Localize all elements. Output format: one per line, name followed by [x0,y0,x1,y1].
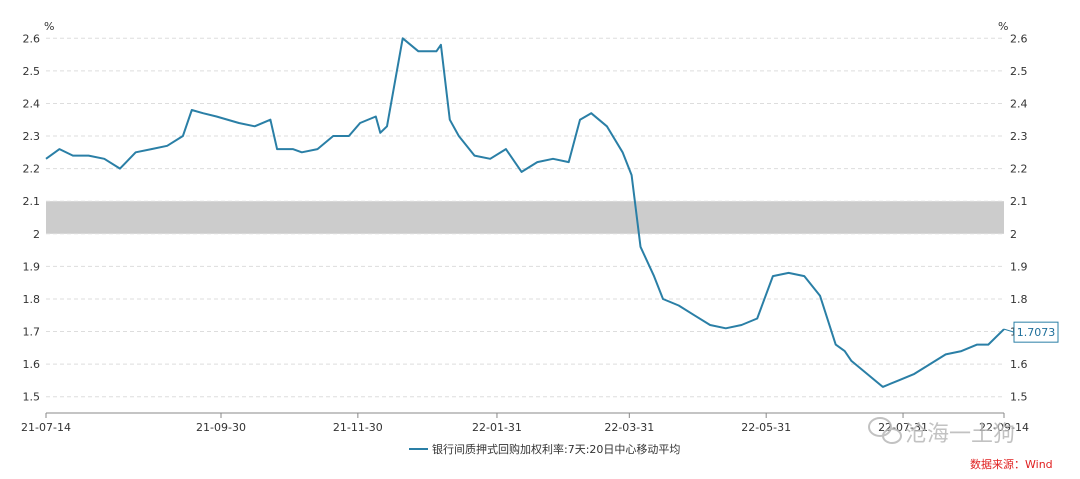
x-tick-label: 22-09-14 [979,421,1029,434]
y-tick-label-right: 1.5 [1010,391,1028,404]
watermark-text: 沧海一土狗 [905,422,1015,447]
y-tick-label-left: 2 [33,228,40,241]
watermark: 沧海一土狗 [868,417,1015,447]
x-tick-label: 22-01-31 [472,421,522,434]
y-tick-label-left: 2.6 [23,32,41,45]
x-tick-label: 22-05-31 [741,421,791,434]
x-tick-label: 21-11-30 [333,421,383,434]
y-tick-label-right: 2.3 [1010,130,1028,143]
shaded-band [46,201,1004,234]
callout-box [1013,321,1059,343]
x-tick-label: 21-07-14 [21,421,71,434]
last-value-label: 1.7073 [1017,326,1056,339]
y-tick-label-right: 1.6 [1010,358,1028,371]
y-tick-label-right: 1.9 [1010,260,1028,273]
y-tick-label-left: 2.2 [23,163,41,176]
legend-label: 银行间质押式回购加权利率:7天:20日中心移动平均 [432,442,680,456]
y-tick-label-right: 2.4 [1010,97,1028,110]
y-tick-label-left: 2.5 [23,65,41,78]
y-tick-label-left: 1.7 [23,326,41,339]
x-tick-label: 22-03-31 [604,421,654,434]
y-tick-label-left: 2.3 [23,130,41,143]
source-note: 数据来源：Wind [970,457,1053,471]
y-unit-left: % [44,20,54,33]
y-tick-label-right: 2.6 [1010,32,1028,45]
y-tick-label-right: 2.1 [1010,195,1028,208]
y-unit-right: % [998,20,1008,33]
y-tick-label-left: 2.1 [23,195,41,208]
y-tick-label-left: 1.5 [23,391,41,404]
y-tick-label-left: 2.4 [23,97,41,110]
y-tick-label-left: 1.9 [23,260,41,273]
series-line [45,37,1005,388]
y-tick-label-right: 1.8 [1010,293,1028,306]
wechat-icon [868,417,902,444]
y-tick-label-right: 2 [1010,228,1017,241]
y-tick-label-left: 1.6 [23,358,41,371]
y-tick-label-left: 1.8 [23,293,41,306]
x-tick-label: 21-09-30 [196,421,246,434]
legend: 银行间质押式回购加权利率:7天:20日中心移动平均 [409,442,680,456]
y-tick-label-right: 2.2 [1010,163,1028,176]
callout-leader [1003,328,1015,333]
y-tick-label-right: 2.5 [1010,65,1028,78]
